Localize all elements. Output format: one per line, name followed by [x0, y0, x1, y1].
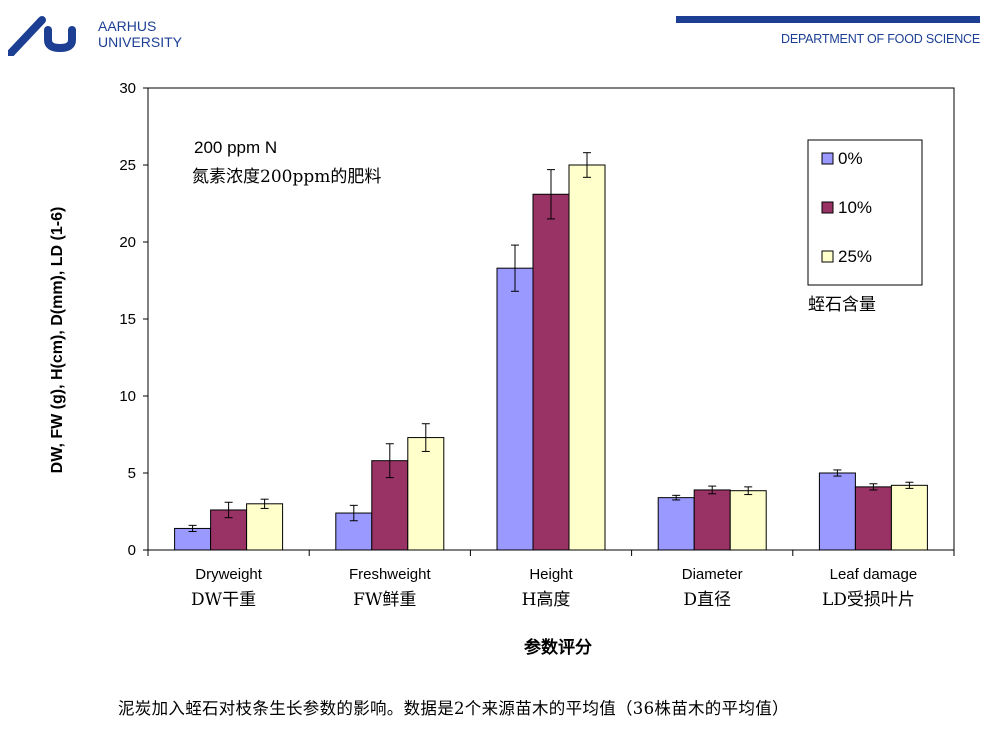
legend-swatch-0pct [821, 152, 834, 165]
y-tick-label: 0 [128, 542, 136, 559]
bar-0pct-3 [657, 497, 695, 551]
x-tick-label-zh: DW干重 [191, 590, 256, 610]
x-tick-label-zh: D直径 [683, 590, 731, 610]
bar-10pct-4 [854, 486, 892, 551]
x-tick-label: Leaf damage [830, 566, 918, 583]
y-axis-label: DW, FW (g), H(cm), D(mm), LD (1-6) [49, 207, 66, 474]
bars-layer [174, 152, 928, 551]
x-tick-label: Dryweight [195, 566, 263, 583]
x-axis-label: 参数评分 [524, 637, 592, 658]
bar-chart: 0 5 10 15 20 25 30 Dryweight DW干重 Freshweight FW鲜重… [49, 80, 955, 658]
x-tick-label-zh: FW鲜重 [353, 590, 416, 610]
university-name-line1: AARHUS [98, 18, 157, 34]
legend-swatch-25pct [821, 250, 834, 263]
university-name: AARHUS UNIVERSITY [98, 18, 182, 50]
university-logo-icon [8, 16, 76, 56]
legend-title: 蛭石含量 [808, 295, 876, 315]
department-bar [676, 16, 980, 23]
y-tick-label: 30 [119, 80, 136, 97]
legend-label: 0% [838, 149, 863, 168]
legend-label: 10% [838, 198, 872, 217]
x-tick-label-zh: H高度 [522, 590, 571, 610]
axis-layer: 0 5 10 15 20 25 30 Dryweight DW干重 Freshweight FW鲜重… [119, 80, 955, 610]
x-tick-label: Diameter [682, 566, 743, 583]
bar-25pct-2 [568, 164, 606, 551]
y-tick-label: 20 [119, 234, 136, 251]
bar-0pct-4 [818, 472, 856, 551]
bar-25pct-3 [729, 490, 767, 551]
bar-25pct-0 [246, 503, 284, 551]
y-tick-label: 10 [119, 388, 136, 405]
bar-25pct-4 [890, 484, 928, 551]
bar-25pct-1 [407, 437, 445, 551]
bar-10pct-3 [693, 489, 731, 551]
bar-0pct-2 [496, 267, 534, 551]
university-name-line2: UNIVERSITY [98, 34, 183, 50]
annotation-line1: 200 ppm N [194, 138, 277, 157]
legend-swatch-10pct [821, 201, 834, 214]
x-tick-label-zh: LD受损叶片 [822, 590, 915, 610]
x-tick-label: Height [529, 566, 573, 583]
department-name: DEPARTMENT OF FOOD SCIENCE [781, 32, 980, 46]
legend-label: 25% [838, 247, 872, 266]
figure-caption: 泥炭加入蛭石对枝条生长参数的影响。数据是2个来源苗木的平均值（36株苗木的平均值… [118, 699, 789, 718]
bar-10pct-2 [532, 193, 570, 551]
y-tick-label: 15 [119, 311, 136, 328]
y-tick-label: 5 [128, 465, 136, 482]
x-tick-label: Freshweight [349, 566, 432, 583]
annotation-line2: 氮素浓度200ppm的肥料 [192, 167, 381, 187]
y-tick-label: 25 [119, 157, 136, 174]
legend: 0% 10% 25% [807, 139, 923, 286]
page-header: AARHUS UNIVERSITY DEPARTMENT OF FOOD SCI… [0, 0, 1000, 70]
